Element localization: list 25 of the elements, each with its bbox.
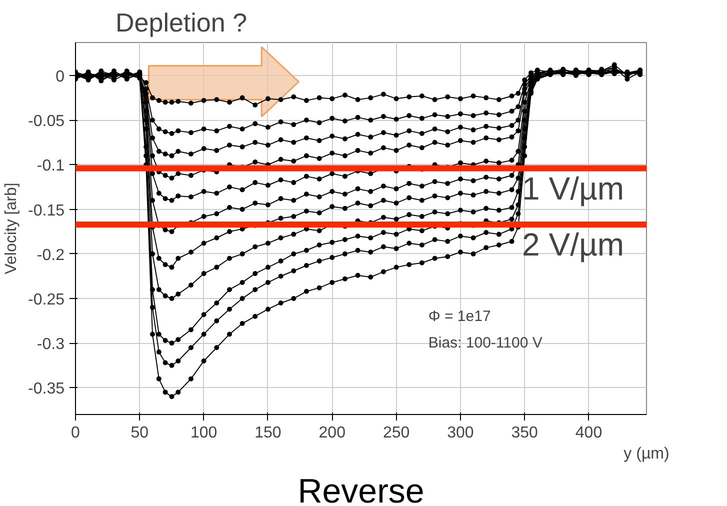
x-tick-label: 0 [71,424,80,442]
x-tick-label: 250 [382,424,410,442]
annotation: Bias: 100-1100 V [428,334,542,352]
y-tick-label: -0.05 [28,113,65,130]
x-tick-label: 300 [447,424,474,442]
y-tick-label: -0.35 [28,380,65,398]
x-tick-label: 50 [130,424,149,442]
x-axis-title: y (µm) [624,446,670,462]
y-tick-label: -0.15 [28,202,65,220]
ref-line-label: 2 V/µm [522,226,624,262]
chart-title: Depletion ? [116,8,248,38]
y-tick-label: -0.25 [28,292,65,309]
x-tick-label: 350 [511,424,538,442]
x-tick-label: 100 [190,424,218,442]
x-tick-label: 150 [254,424,282,442]
annotation: Φ = 1e17 [428,308,491,325]
y-tick-label: -0.3 [36,336,65,354]
x-tick-label: 400 [575,424,602,442]
text: Reverse [298,472,424,506]
ref-line-label: 1 V/µm [522,170,624,206]
y-axis-title: Velocity [arb] [3,182,20,274]
y-tick-label: -0.2 [36,246,65,264]
x-tick-label: 200 [318,424,346,442]
y-tick-label: -0.1 [36,158,65,175]
y-tick-label: 0 [56,68,65,86]
